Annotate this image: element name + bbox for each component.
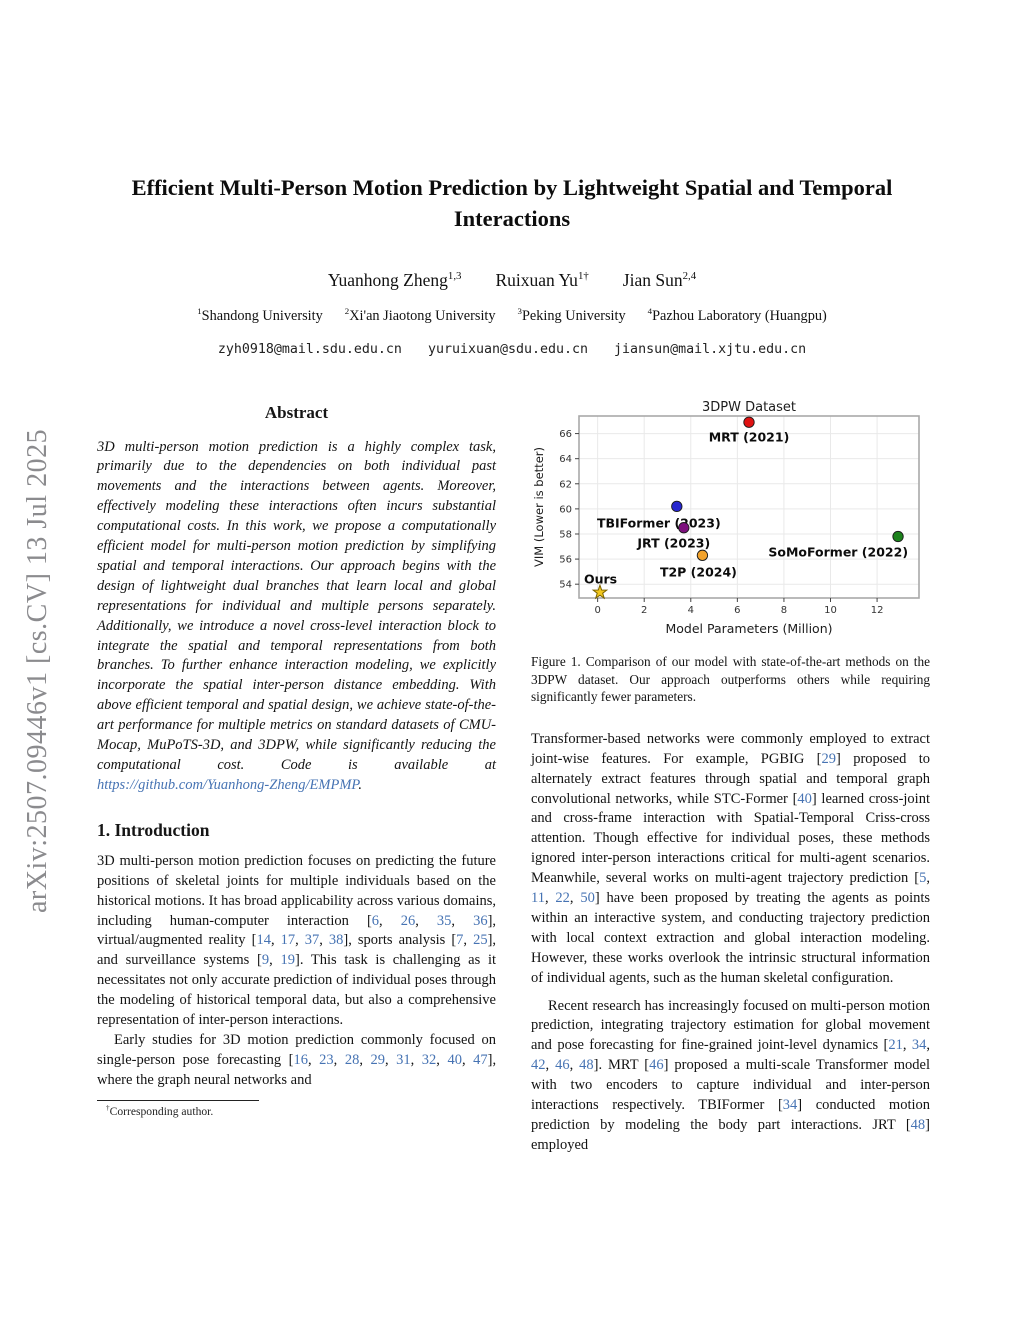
dagger-symbol: †: [106, 1103, 110, 1112]
paper-title: Efficient Multi-Person Motion Prediction…: [131, 175, 893, 231]
footnote-text: †Corresponding author.: [97, 1103, 496, 1118]
data-point-label: T2P (2024): [660, 564, 737, 579]
right-column: 0 2 4 6 8 10 12 54 56 58 60 62 64 66 3DPW Dataset Model…: [531, 400, 930, 1156]
footnote-rule: [97, 1099, 259, 1101]
citation-link[interactable]: 40: [797, 790, 812, 807]
y-tick-label: 56: [559, 555, 572, 566]
affiliation: 4Pazhou Laboratory (Huangpu): [647, 306, 827, 324]
citation-link[interactable]: 23: [319, 1051, 334, 1068]
affiliation: 2Xi'an Jiaotong University: [344, 306, 496, 324]
y-tick-label: 54: [559, 580, 572, 591]
citation-link[interactable]: 37: [304, 932, 320, 949]
citation-link[interactable]: 28: [344, 1051, 360, 1068]
data-point: [696, 549, 709, 561]
citation-link[interactable]: 48: [579, 1057, 594, 1074]
citation-link[interactable]: 29: [821, 750, 837, 767]
email-address: zyh0918@mail.sdu.edu.cn: [217, 342, 402, 357]
citation-link[interactable]: 6: [371, 912, 380, 929]
data-point: [671, 500, 683, 513]
data-point-label: Ours: [584, 571, 617, 586]
citation-link[interactable]: 46: [649, 1057, 664, 1074]
left-column: Abstract 3D multi-person motion predicti…: [97, 403, 496, 1118]
rightcol-paragraph-1: Transformer-based networks were commonly…: [531, 730, 931, 986]
citation-link[interactable]: 34: [911, 1037, 927, 1054]
x-tick-label: 6: [734, 605, 740, 616]
y-tick-label: 62: [559, 479, 572, 490]
data-point: [678, 522, 690, 534]
citation-link[interactable]: 21: [888, 1037, 903, 1054]
y-tick-label: 64: [559, 454, 572, 465]
authors-line: Yuanhong Zheng1,3 Ruixuan Yu1† Jian Sun2,4: [92, 270, 932, 291]
affiliation: 3Peking University: [517, 306, 626, 324]
citation-link[interactable]: 16: [293, 1051, 309, 1068]
citation-link[interactable]: 31: [396, 1051, 411, 1068]
emails-line: zyh0918@mail.sdu.edu.cn yuruixuan@sdu.edu…: [92, 342, 932, 357]
data-point-star: [591, 583, 609, 600]
data-point: [743, 416, 755, 428]
citation-link[interactable]: 42: [531, 1057, 546, 1074]
footnote-label: Corresponding author.: [109, 1104, 214, 1118]
citation-link[interactable]: 47: [473, 1051, 488, 1068]
intro-paragraph-2: Early studies for 3D motion prediction c…: [97, 1031, 497, 1088]
figure1-chart: 0 2 4 6 8 10 12 54 56 58 60 62 64 66 3DPW Dataset Model…: [532, 400, 920, 636]
citation-link[interactable]: 36: [473, 912, 488, 929]
figure1-caption: Figure 1. Comparison of our model with s…: [531, 654, 930, 705]
citation-link[interactable]: 22: [555, 890, 570, 907]
citation-link[interactable]: 11: [531, 890, 545, 907]
footnote: †Corresponding author.: [97, 1099, 496, 1118]
abstract-text: 3D multi-person motion prediction is a h…: [97, 438, 496, 793]
citation-link[interactable]: 32: [421, 1051, 437, 1068]
affiliations-line: 1Shandong University 2Xi'an Jiaotong Univ…: [92, 306, 932, 325]
data-point-label: TBIFormer (2023): [597, 515, 721, 530]
citation-link[interactable]: 34: [782, 1097, 798, 1114]
arxiv-watermark: arXiv:2507.09446v1 [cs.CV] 13 Jul 2025: [22, 428, 53, 914]
x-tick-label: 2: [641, 605, 647, 616]
citation-link[interactable]: 40: [447, 1051, 462, 1068]
x-tick-label: 12: [871, 605, 884, 616]
author-name: Yuanhong Zheng1,3: [327, 270, 462, 290]
y-tick-label: 66: [559, 429, 572, 440]
citation-link[interactable]: 50: [580, 890, 595, 907]
citation-link[interactable]: 35: [436, 912, 452, 929]
plot-background: [579, 416, 919, 598]
data-point-label: JRT (2023): [636, 536, 710, 551]
citation-link[interactable]: 7: [456, 932, 464, 949]
citation-link[interactable]: 5: [919, 870, 927, 887]
x-tick-label: 4: [688, 605, 694, 616]
x-tick-label: 8: [781, 605, 787, 616]
rightcol-paragraph-2: Recent research has increasingly focused…: [531, 997, 931, 1153]
citation-link[interactable]: 29: [370, 1051, 385, 1068]
code-link[interactable]: https://github.com/Yuanhong-Zheng/EMPMP: [97, 776, 359, 793]
citation-link[interactable]: 17: [280, 932, 296, 949]
y-axis-label: VIM (Lower is better): [532, 447, 546, 567]
y-tick-label: 58: [559, 529, 572, 540]
x-axis-label: Model Parameters (Million): [665, 621, 832, 636]
plot-border: [578, 415, 920, 599]
chart-title: 3DPW Dataset: [702, 400, 796, 415]
figure1: 0 2 4 6 8 10 12 54 56 58 60 62 64 66 3DPW Dataset Model…: [531, 400, 930, 706]
author-name: Jian Sun2,4: [622, 270, 697, 290]
email-address: yuruixuan@sdu.edu.cn: [427, 342, 589, 357]
citation-link[interactable]: 25: [473, 932, 488, 949]
citation-link[interactable]: 48: [910, 1117, 926, 1133]
x-tick-label: 10: [824, 605, 837, 616]
intro-paragraph-1: 3D multi-person motion prediction focuse…: [97, 852, 497, 1029]
y-tick-label: 60: [559, 504, 572, 515]
section-heading-introduction: 1. Introduction: [97, 819, 210, 840]
citation-link[interactable]: 19: [280, 952, 295, 969]
affiliation: 1Shandong University: [197, 306, 323, 324]
citation-link[interactable]: 9: [261, 952, 270, 969]
data-point-label: MRT (2021): [709, 429, 790, 444]
abstract-heading: Abstract: [264, 403, 329, 422]
citation-link[interactable]: 38: [328, 932, 344, 949]
citation-link[interactable]: 26: [400, 912, 416, 929]
citation-link[interactable]: 46: [555, 1057, 570, 1074]
email-address: jiansun@mail.xjtu.edu.cn: [614, 342, 807, 357]
data-point-label: SoMoFormer (2022): [768, 544, 908, 559]
author-name: Ruixuan Yu1†: [495, 270, 589, 290]
citation-link[interactable]: 14: [256, 932, 271, 949]
data-point: [892, 530, 904, 543]
x-tick-label: 0: [594, 605, 600, 616]
